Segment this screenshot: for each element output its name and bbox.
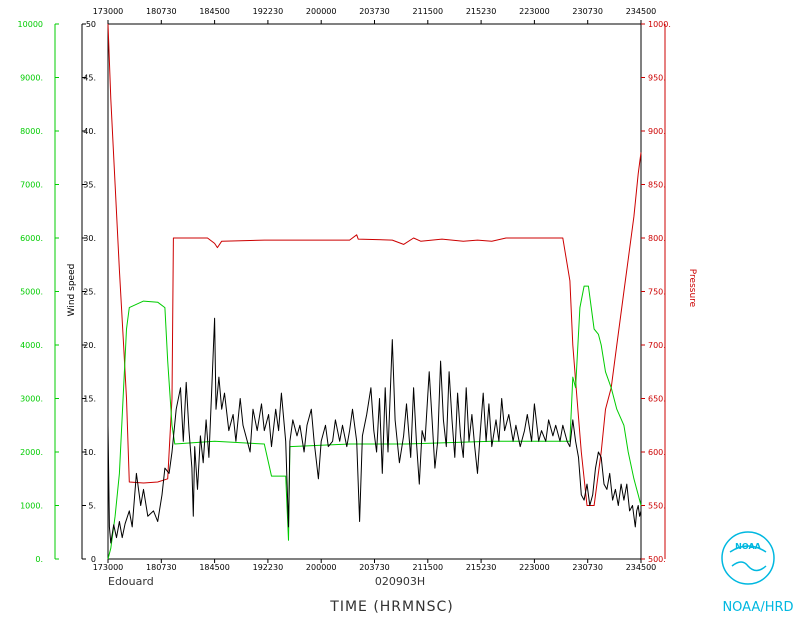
- x-tick-label-bottom: 184500: [199, 563, 230, 572]
- x-tick-label-bottom: 192230: [253, 563, 284, 572]
- series-layer: [107, 23, 642, 560]
- x-tick-label-top: 230730: [572, 7, 603, 16]
- x-tick-label-bottom: 211500: [413, 563, 444, 572]
- wind-tick-label: 30.: [83, 234, 96, 243]
- pressure-tick-label: 700.: [648, 341, 666, 350]
- x-tick-label-bottom: 180730: [146, 563, 177, 572]
- wind-tick-label: 25.: [83, 288, 96, 297]
- x-tick-label-bottom: 200000: [306, 563, 337, 572]
- x-tick-label-top: 211500: [413, 7, 444, 16]
- pressure-tick-label: 1000.: [648, 20, 671, 29]
- pressure-axis-title: Pressure: [687, 269, 697, 308]
- x-tick-label-top: 215230: [466, 7, 497, 16]
- wind-axis-title: Wind speed: [67, 264, 77, 317]
- plot-frame: [107, 23, 642, 560]
- x-tick-label-bottom: 203730: [359, 563, 390, 572]
- altitude-series-line: [107, 285, 642, 560]
- x-tick-label-bottom: 173000: [93, 563, 124, 572]
- x-tick-label-top: 203730: [359, 7, 390, 16]
- noaa-emblem-icon: [721, 531, 775, 585]
- flight-id: 020903H: [375, 575, 425, 588]
- x-tick-label-bottom: 234500: [626, 563, 657, 572]
- pressure-tick-label: 800.: [648, 234, 666, 243]
- altitude-tick-label: 2000.: [20, 448, 43, 457]
- x-tick-label-bottom: 230730: [572, 563, 603, 572]
- altitude-tick-label: 0.: [35, 555, 43, 564]
- wind_speed-series-line: [107, 317, 642, 544]
- wind-tick-label: 20.: [83, 341, 96, 350]
- wind-tick-label: 15.: [83, 395, 96, 404]
- pressure-tick-label: 950.: [648, 74, 666, 83]
- pressure-tick-label: 850.: [648, 181, 666, 190]
- x-tick-label-bottom: 215230: [466, 563, 497, 572]
- altitude-tick-label: 8000.: [20, 127, 43, 136]
- altitude-tick-label: 4000.: [20, 341, 43, 350]
- wind-tick-label: 45.: [83, 74, 96, 83]
- wind-tick-label: 10.: [83, 448, 96, 457]
- noaa-caption: NOAA/HRD: [722, 600, 793, 615]
- x-tick-label-top: 173000: [93, 7, 124, 16]
- pressure-series-line: [107, 23, 642, 506]
- altitude-tick-label: 6000.: [20, 234, 43, 243]
- pressure-tick-label: 600.: [648, 448, 666, 457]
- pressure-tick-label: 650.: [648, 395, 666, 404]
- pressure-tick-label: 900.: [648, 127, 666, 136]
- altitude-tick-label: 3000.: [20, 395, 43, 404]
- storm-name: Edouard: [108, 575, 154, 588]
- x-tick-label-top: 223000: [519, 7, 550, 16]
- altitude-tick-label: 10000: [18, 20, 43, 29]
- altitude-tick-label: 9000.: [20, 74, 43, 83]
- altitude-tick-label: 1000.: [20, 502, 43, 511]
- x-tick-label-top: 234500: [626, 7, 657, 16]
- x-tick-label-top: 180730: [146, 7, 177, 16]
- wind-tick-label: 50: [86, 20, 96, 29]
- altitude-tick-label: 7000.: [20, 181, 43, 190]
- pressure-tick-label: 750.: [648, 288, 666, 297]
- x-tick-label-bottom: 223000: [519, 563, 550, 572]
- noaa-logo: NOAA NOAA/HRD: [721, 531, 794, 615]
- x-tick-label-top: 184500: [199, 7, 230, 16]
- altitude-tick-label: 5000.: [20, 288, 43, 297]
- wind-tick-label: 5.: [88, 502, 96, 511]
- pressure-tick-label: 500.: [648, 555, 666, 564]
- x-axis-title: TIME (HRMNSC): [329, 599, 453, 615]
- wind-tick-label: 0: [91, 555, 96, 564]
- wind-tick-label: 35.: [83, 181, 96, 190]
- wind-tick-label: 40.: [83, 127, 96, 136]
- noaa-emblem-text: NOAA: [735, 542, 761, 551]
- pressure-tick-label: 550.: [648, 502, 666, 511]
- x-tick-label-top: 200000: [306, 7, 337, 16]
- x-tick-label-top: 192230: [253, 7, 284, 16]
- ticks-layer: 173000 173000 180730 180730 184500 184500 1922…: [18, 7, 671, 572]
